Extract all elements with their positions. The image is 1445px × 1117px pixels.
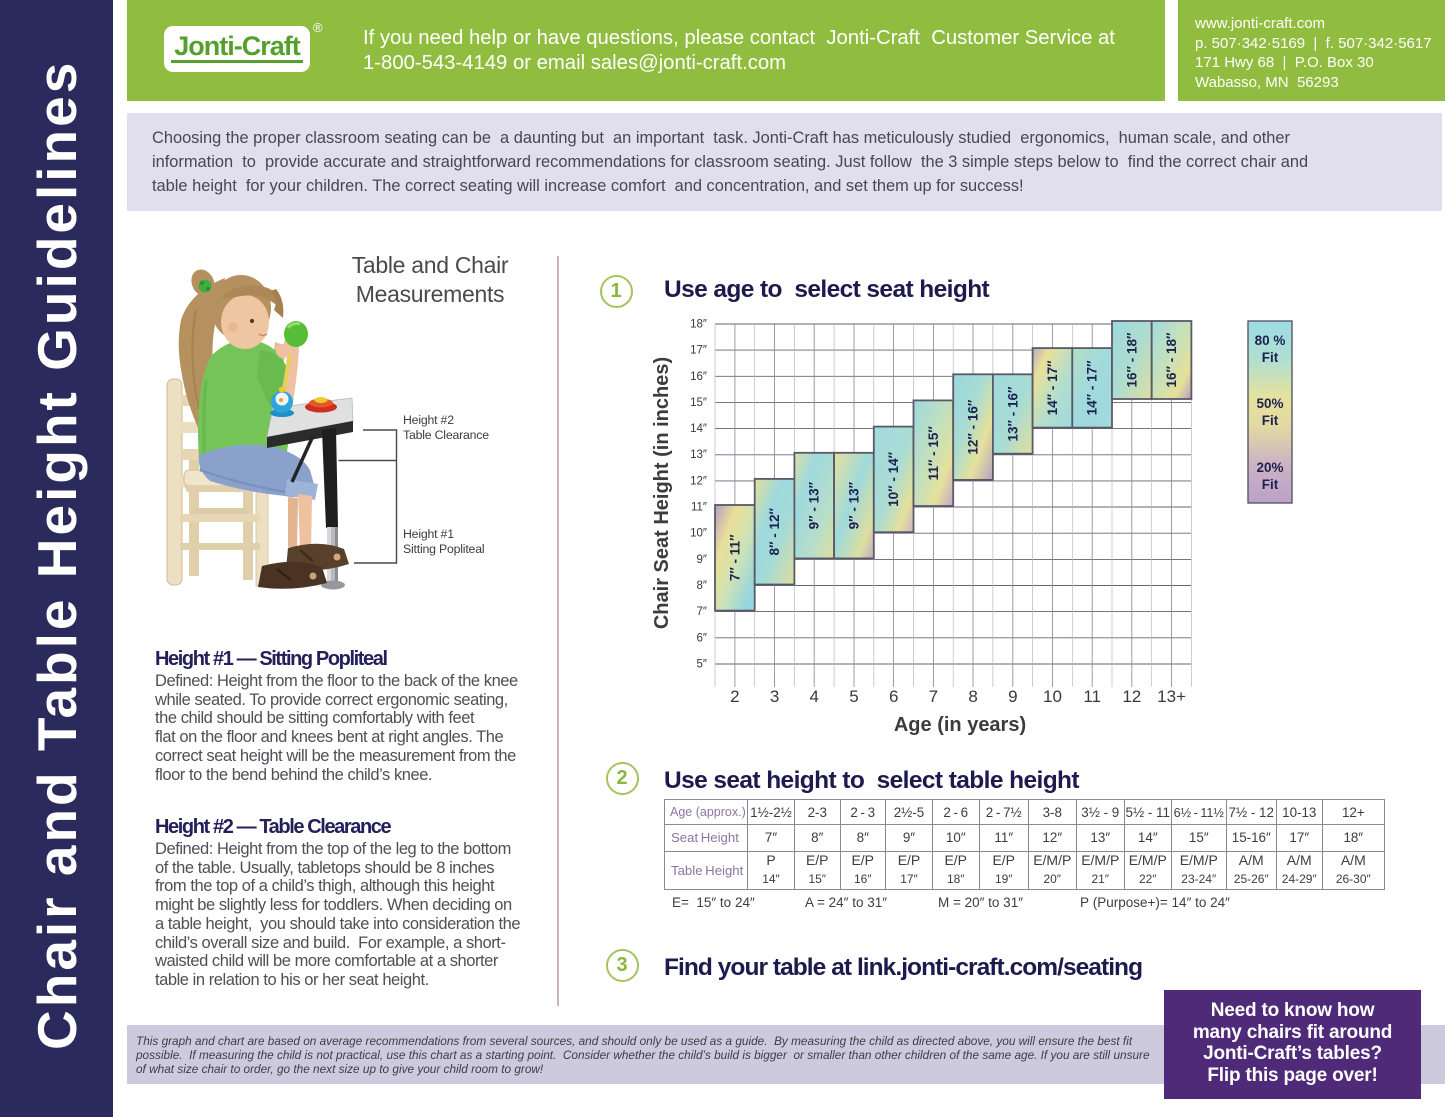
- svg-text:80 %: 80 %: [1255, 333, 1286, 348]
- svg-text:Fit: Fit: [1262, 477, 1279, 492]
- svg-text:12″ - 16″: 12″ - 16″: [966, 399, 981, 454]
- svg-text:5″: 5″: [697, 659, 707, 671]
- svg-text:7″: 7″: [697, 606, 707, 618]
- svg-text:2: 2: [730, 687, 739, 706]
- svg-text:Fit: Fit: [1262, 350, 1279, 365]
- svg-text:6: 6: [889, 687, 898, 706]
- svg-text:13+: 13+: [1157, 687, 1186, 706]
- svg-text:Fit: Fit: [1262, 413, 1279, 428]
- svg-text:14″ - 17″: 14″ - 17″: [1085, 360, 1100, 415]
- svg-text:11: 11: [1083, 687, 1101, 706]
- svg-text:17″: 17″: [690, 345, 707, 357]
- svg-text:Age (in years): Age (in years): [894, 714, 1026, 736]
- svg-text:11″ - 15″: 11″ - 15″: [926, 426, 941, 481]
- svg-text:16″ - 18″: 16″ - 18″: [1164, 332, 1179, 387]
- svg-text:4: 4: [809, 687, 818, 706]
- svg-text:20%: 20%: [1256, 460, 1283, 475]
- svg-text:6″: 6″: [697, 632, 707, 644]
- svg-text:3: 3: [770, 687, 779, 706]
- svg-text:13″: 13″: [690, 449, 707, 461]
- svg-text:9″ - 13″: 9″ - 13″: [847, 481, 862, 529]
- svg-text:7″ - 11″: 7″ - 11″: [727, 534, 742, 581]
- svg-text:18″: 18″: [690, 319, 707, 331]
- svg-text:14″ - 17″: 14″ - 17″: [1045, 360, 1060, 415]
- svg-text:14″: 14″: [690, 423, 707, 435]
- svg-text:11″: 11″: [691, 502, 707, 514]
- svg-text:5: 5: [849, 687, 858, 706]
- svg-text:12: 12: [1122, 687, 1141, 706]
- svg-text:12″: 12″: [690, 475, 707, 487]
- svg-text:7: 7: [929, 687, 938, 706]
- svg-text:10″: 10″: [690, 528, 707, 540]
- svg-text:8″: 8″: [697, 580, 707, 592]
- svg-text:13″ - 16″: 13″ - 16″: [1005, 386, 1020, 441]
- svg-text:9″: 9″: [697, 554, 707, 566]
- svg-text:9″ - 13″: 9″ - 13″: [807, 481, 822, 529]
- svg-text:10: 10: [1043, 687, 1062, 706]
- svg-text:10″ - 14″: 10″ - 14″: [886, 451, 901, 506]
- svg-text:8″ - 12″: 8″ - 12″: [767, 507, 782, 555]
- svg-text:50%: 50%: [1256, 396, 1283, 411]
- svg-text:16″: 16″: [690, 371, 707, 383]
- svg-text:Chair Seat Height (in inches): Chair Seat Height (in inches): [651, 357, 673, 629]
- svg-text:9: 9: [1008, 687, 1017, 706]
- svg-text:8: 8: [968, 687, 977, 706]
- svg-text:16″ - 18″: 16″ - 18″: [1124, 332, 1139, 387]
- svg-text:15″: 15″: [690, 397, 707, 409]
